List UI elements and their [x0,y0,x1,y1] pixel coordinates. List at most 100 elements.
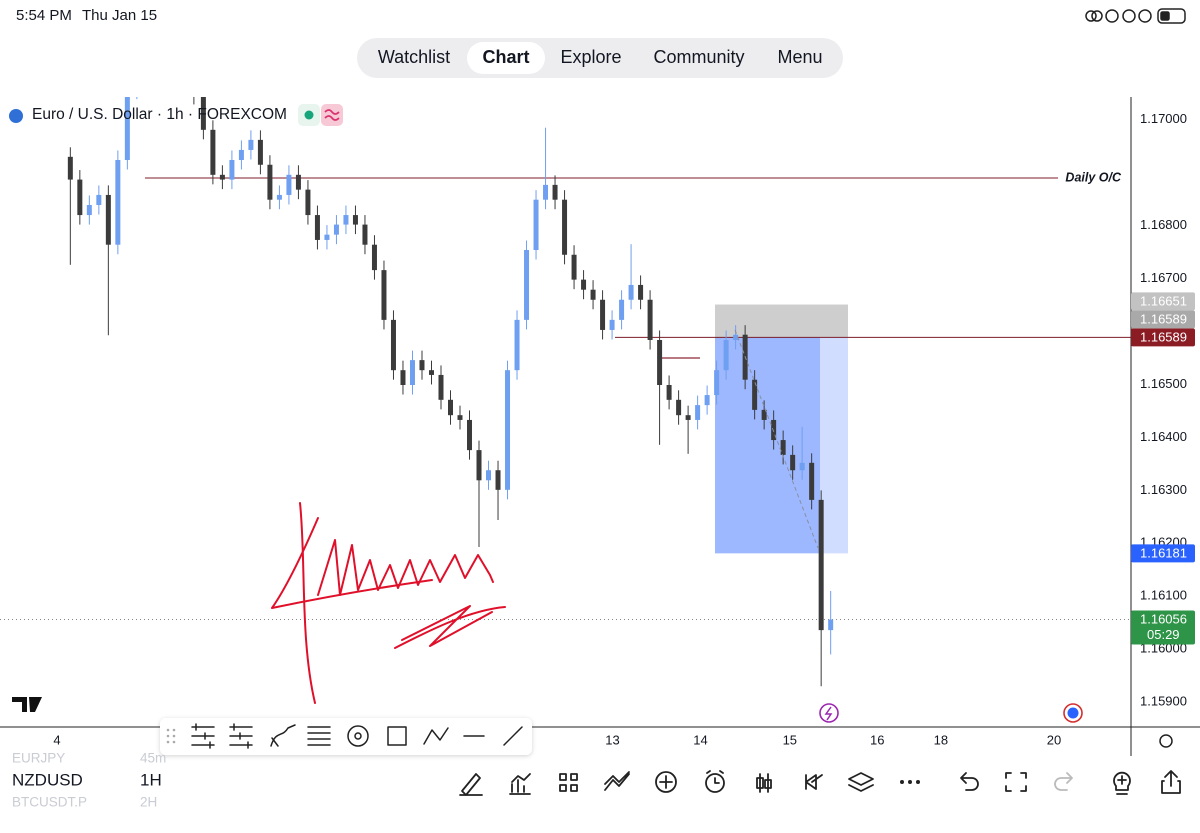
position-target-zone-filled [715,337,820,554]
plot-area [0,97,1131,687]
nav-tab[interactable]: Chart [482,47,529,67]
y-tick-label: 1.16800 [1140,217,1187,232]
watchlist-symbol[interactable]: NZDUSD [12,770,83,789]
y-tick-label: 1.16700 [1140,270,1187,285]
btn-ideas[interactable] [1113,771,1131,795]
candle-body [524,250,530,320]
tool-trendline[interactable] [503,726,523,746]
candle-body [761,409,767,420]
candle-body [447,399,453,416]
btn-alert[interactable] [705,773,725,793]
candle-body [86,205,92,216]
drag-handle[interactable] [166,728,176,744]
candle-body [457,415,463,420]
candle-body [371,244,377,271]
price-tag [1131,292,1195,311]
btn-draw[interactable] [459,773,483,796]
symbol-legend[interactable]: Euro / U.S. Dollar · 1h · FOREXCOM [32,106,287,123]
tool-circle[interactable] [347,725,369,747]
candle-body [219,174,225,180]
price-tag-label: 1.16181 [1140,545,1187,560]
watchlist-interval: 2H [140,795,157,810]
candle-body [305,189,311,216]
candle-body [438,374,444,400]
nav-tab[interactable]: Watchlist [378,47,450,67]
price-tag-label: 1.16589 [1140,311,1187,326]
tool-fib[interactable] [191,723,215,749]
candle-body [733,334,739,340]
candle-body [476,450,482,481]
candle-body [543,184,549,200]
btn-replay[interactable] [805,774,823,790]
tool-brush[interactable] [270,724,296,747]
candle-body [343,215,349,225]
candle-body [638,284,644,300]
btn-add[interactable] [655,771,677,793]
watchlist-interval: 45m [140,751,166,766]
candle-body [600,299,606,330]
position-path [734,329,819,549]
price-tag-label: 1.16056 [1140,611,1187,626]
x-tick-label: 13 [605,732,619,747]
btn-layout[interactable] [559,773,578,792]
btn-more[interactable] [900,780,920,784]
tool-lines[interactable] [307,726,331,746]
candle-body [124,97,130,160]
btn-layers[interactable] [848,772,874,792]
x-tick-label: 15 [783,732,797,747]
status-time: 5:54 PM [16,7,72,24]
candle-body [96,194,102,205]
candle-body [505,370,511,490]
btn-indicators[interactable] [604,771,630,791]
tool-rect[interactable] [387,726,407,746]
event-glyph [824,706,833,721]
candle-body [77,179,83,216]
watchlist-symbol[interactable]: BTCUSDT.P [12,795,87,810]
price-tag [1131,328,1195,347]
candle-body [562,199,568,255]
candle-body [428,370,434,375]
y-tick-label: 1.16400 [1140,429,1187,444]
drawing-toolbar [160,718,532,755]
nav-tab[interactable]: Menu [777,47,822,67]
candle-body [419,360,425,371]
candle-body [200,97,206,130]
data-badge[interactable] [321,104,343,126]
axes: Daily O/C 1.17000 1.16800 1.16700 1.16500 1.1… [53,111,1195,747]
candle-body [495,470,501,490]
candle-body [828,619,834,631]
price-tag [1131,610,1195,645]
nav-tab[interactable]: Community [653,47,744,67]
event-marker[interactable] [819,703,839,723]
candle-body [248,139,254,150]
candle-body [486,470,492,481]
candle-body [714,370,720,396]
btn-redo[interactable] [1054,772,1073,791]
candle-body [752,379,758,410]
candle-body [514,319,520,371]
candle-body [295,174,301,190]
tool-path[interactable] [423,727,449,745]
btn-share[interactable] [1161,770,1181,794]
watchlist-symbol[interactable]: EURJPY [12,751,65,766]
nav-tab[interactable]: Explore [560,47,621,67]
settings-button[interactable] [1159,734,1173,748]
daily-oc-label: Daily O/C [1065,170,1122,184]
y-tick-label: 1.16300 [1140,482,1187,497]
candle-body [67,156,73,180]
btn-fullscreen[interactable] [1005,772,1027,792]
tool-pitchfork[interactable] [229,723,253,749]
candle-body [267,164,273,200]
btn-candles[interactable] [756,773,772,793]
candle-body [609,319,615,330]
y-tick-label: 1.17000 [1140,111,1187,126]
drawing-toolbar-bg [160,718,532,755]
candle-body [381,270,387,320]
btn-undo[interactable] [960,772,979,791]
position-stop-zone [715,304,848,338]
candle-body [676,399,682,416]
candle-body [105,194,111,245]
btn-chart-type[interactable] [509,773,531,795]
